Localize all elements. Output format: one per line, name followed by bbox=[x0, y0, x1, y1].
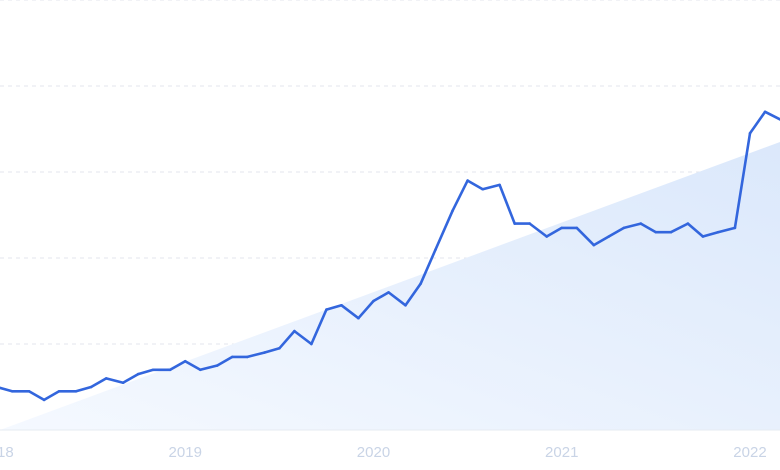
data-point bbox=[325, 308, 328, 311]
data-point bbox=[293, 329, 296, 333]
x-tick-label: 2018 bbox=[0, 444, 14, 461]
data-point bbox=[733, 226, 737, 230]
data-point bbox=[74, 390, 78, 393]
data-point bbox=[357, 316, 360, 320]
data-point bbox=[592, 243, 596, 247]
data-point bbox=[622, 226, 626, 230]
data-point bbox=[669, 230, 673, 234]
data-point bbox=[528, 222, 532, 225]
data-point bbox=[278, 347, 281, 350]
data-point bbox=[434, 248, 437, 251]
data-point bbox=[340, 304, 343, 307]
data-point bbox=[310, 342, 313, 346]
data-point bbox=[419, 282, 422, 286]
data-point bbox=[639, 222, 643, 225]
data-point bbox=[451, 209, 454, 212]
data-point bbox=[498, 183, 501, 187]
data-point bbox=[263, 351, 266, 354]
data-point bbox=[763, 110, 767, 114]
x-tick-label: 2021 bbox=[545, 444, 578, 461]
x-tick-label: 2019 bbox=[169, 444, 202, 461]
data-point bbox=[89, 385, 93, 389]
data-point bbox=[231, 355, 234, 359]
data-point bbox=[545, 235, 548, 238]
data-point bbox=[404, 304, 407, 307]
data-point bbox=[560, 226, 564, 230]
x-axis-ticks: 2018 2019 2020 2021 2022 bbox=[0, 444, 767, 461]
data-point bbox=[215, 364, 219, 367]
data-point bbox=[701, 235, 705, 238]
data-point bbox=[654, 230, 658, 234]
data-point bbox=[151, 368, 155, 372]
data-point bbox=[466, 179, 469, 182]
data-point bbox=[481, 187, 484, 191]
data-points bbox=[10, 110, 767, 402]
data-point bbox=[575, 226, 579, 230]
data-point bbox=[42, 398, 46, 402]
data-point bbox=[716, 230, 720, 234]
data-point bbox=[10, 390, 14, 393]
data-point bbox=[27, 390, 31, 393]
data-point bbox=[136, 372, 140, 376]
data-point bbox=[748, 132, 752, 135]
x-tick-label: 2022 bbox=[733, 444, 766, 461]
data-point bbox=[246, 355, 249, 359]
data-point bbox=[57, 390, 61, 393]
data-point bbox=[387, 291, 390, 294]
data-point bbox=[199, 368, 202, 372]
data-point bbox=[121, 381, 125, 385]
data-point bbox=[607, 235, 611, 238]
x-tick-label: 2020 bbox=[357, 444, 390, 461]
data-point bbox=[513, 222, 516, 225]
data-point bbox=[183, 359, 187, 363]
data-point bbox=[686, 222, 690, 225]
area-fill bbox=[0, 142, 780, 430]
data-point bbox=[372, 299, 375, 303]
data-point bbox=[104, 377, 108, 380]
data-point bbox=[168, 368, 172, 372]
